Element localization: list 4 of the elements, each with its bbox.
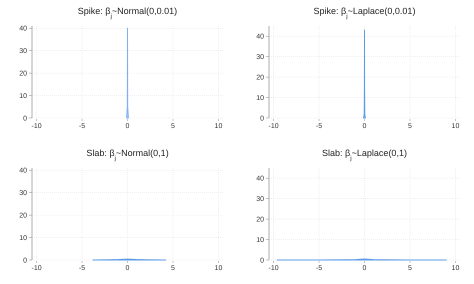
chart-title: Spike: β$_{j}$~Laplace(0,0.01) (314, 6, 416, 20)
chart-title: Slab: β$_{j}$~Normal(0,1) (86, 148, 169, 162)
chart-title: Spike: β$_{j}$~Normal(0,0.01) (78, 6, 178, 20)
chart-title: Slab: β$_{j}$~Laplace(0,1) (322, 148, 407, 162)
